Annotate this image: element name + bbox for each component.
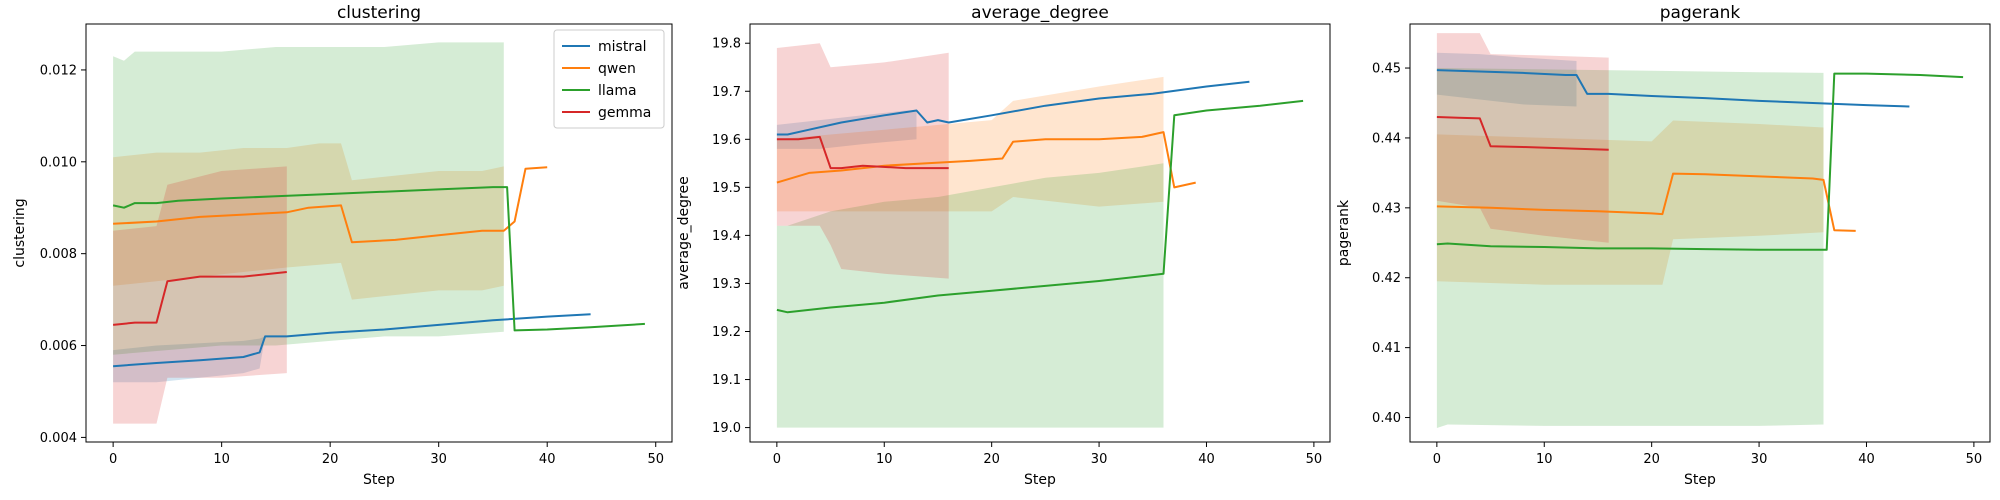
y-axis-label: average_degree	[676, 176, 692, 289]
line-gemma	[1436, 116, 1609, 151]
legend-label-llama: llama	[598, 83, 637, 99]
x-tick-label: 20	[1643, 452, 1660, 467]
legend-box	[553, 29, 665, 129]
y-tick-label: 19.3	[712, 277, 741, 292]
x-tick-label: 40	[539, 452, 556, 467]
x-tick-label: 20	[322, 452, 339, 467]
plot-area	[1436, 33, 1964, 428]
chart-title: pagerank	[1660, 3, 1741, 23]
chart-title: clustering	[337, 3, 421, 23]
line-mistral	[1436, 69, 1910, 108]
line-gemma	[776, 135, 949, 170]
line-mistral	[776, 80, 1250, 136]
y-tick-label: 19.2	[712, 325, 741, 340]
x-tick-label: 50	[1306, 452, 1323, 467]
line-qwen	[776, 131, 1196, 189]
x-tick-label: 30	[1751, 452, 1768, 467]
x-tick-label: 40	[1198, 452, 1215, 467]
x-tick-label: 0	[1433, 452, 1441, 467]
y-tick-label: 19.0	[712, 421, 741, 436]
line-mistral	[113, 313, 591, 368]
y-tick-label: 19.4	[712, 229, 741, 244]
y-tick-label: 19.1	[712, 373, 741, 388]
line-qwen	[1436, 172, 1856, 232]
y-tick-label: 0.010	[40, 155, 77, 170]
x-tick-label: 10	[876, 452, 893, 467]
x-tick-label: 10	[213, 452, 230, 467]
y-tick-label: 0.45	[1372, 62, 1401, 77]
band-mistral	[1436, 52, 1577, 107]
line-gemma	[112, 271, 287, 326]
y-tick-label: 0.43	[1372, 201, 1401, 216]
line-qwen	[113, 166, 548, 244]
y-tick-label: 0.44	[1372, 131, 1401, 146]
y-tick-label: 0.004	[40, 431, 77, 446]
band-qwen	[1436, 120, 1824, 285]
y-tick-label: 19.7	[712, 85, 741, 100]
axes-frame	[749, 23, 1331, 443]
line-llama	[1436, 72, 1964, 251]
chart-panel-pagerank: 0 10 20 30 40 50 0.40 0.41 0.42 0.43 0.44 0.45 pager…	[1336, 3, 1991, 488]
legend: mistral qwen llama gemma	[553, 29, 665, 129]
band-gemma	[1436, 33, 1609, 243]
y-tick-label: 0.40	[1372, 411, 1401, 426]
y-tick-label: 0.008	[40, 247, 77, 262]
chart-title: average_degree	[971, 3, 1109, 23]
x-axis-label: Step	[1684, 472, 1716, 488]
x-tick-label: 0	[773, 452, 781, 467]
chart-panel-average_degree: 0 10 20 30 40 50 19.0 19.1 19.2 19.3 19.4 19.5 19.6 1…	[676, 3, 1331, 488]
y-tick-label: 0.41	[1372, 341, 1401, 356]
x-axis-label: Step	[363, 472, 395, 488]
y-tick-label: 19.6	[712, 133, 741, 148]
x-tick-label: 30	[430, 452, 447, 467]
axes-frame	[1409, 23, 1991, 443]
band-gemma	[113, 166, 287, 424]
x-tick-label: 40	[1858, 452, 1875, 467]
plot-area	[776, 43, 1304, 428]
legend-label-mistral: mistral	[598, 39, 647, 55]
y-tick-label: 0.42	[1372, 271, 1401, 286]
band-llama	[776, 163, 1164, 428]
chart-panel-clustering: 0 10 20 30 40 50 0.004 0.006 0.008 0.010 0.012 clus…	[12, 3, 673, 488]
line-llama	[776, 99, 1304, 314]
x-tick-label: 30	[1091, 452, 1108, 467]
y-tick-label: 19.8	[712, 37, 741, 52]
legend-label-gemma: gemma	[598, 105, 651, 121]
band-qwen	[113, 143, 504, 300]
x-tick-label: 20	[983, 452, 1000, 467]
y-axis-label: pagerank	[1336, 199, 1352, 266]
y-tick-label: 0.006	[40, 339, 77, 354]
y-axis-label: clustering	[12, 198, 28, 267]
axes-frame	[85, 23, 673, 443]
band-qwen	[776, 76, 1164, 212]
legend-label-qwen: qwen	[598, 61, 636, 77]
plot-area	[112, 42, 645, 424]
x-tick-label: 50	[647, 452, 664, 467]
x-axis-label: Step	[1024, 472, 1056, 488]
x-tick-label: 0	[109, 452, 117, 467]
y-tick-label: 19.5	[712, 181, 741, 196]
x-tick-label: 50	[1966, 452, 1983, 467]
x-tick-label: 10	[1536, 452, 1553, 467]
line-llama	[112, 186, 645, 332]
y-tick-label: 0.012	[40, 63, 77, 78]
band-gemma	[776, 43, 949, 279]
band-mistral	[113, 336, 266, 383]
band-mistral	[776, 110, 917, 149]
